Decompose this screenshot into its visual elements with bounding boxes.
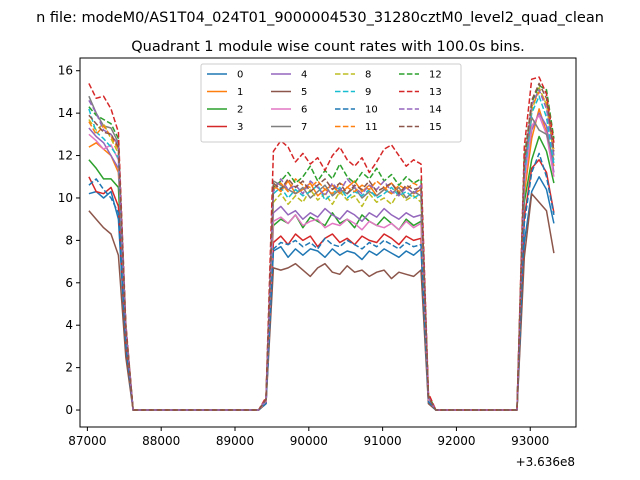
legend-box bbox=[200, 63, 462, 143]
legend-label-9: 9 bbox=[365, 87, 371, 98]
legend-label-13: 13 bbox=[429, 87, 442, 98]
plot-frame bbox=[79, 57, 577, 428]
x-tick-label: 93000 bbox=[511, 434, 549, 448]
y-tick-label: 6 bbox=[65, 276, 73, 290]
y-tick-label: 4 bbox=[65, 318, 73, 332]
x-tick-label: 87000 bbox=[68, 434, 106, 448]
legend-label-0: 0 bbox=[237, 70, 243, 81]
chart-title: Quadrant 1 module wise count rates with … bbox=[131, 39, 525, 55]
y-tick-label: 12 bbox=[58, 149, 73, 163]
legend-label-15: 15 bbox=[429, 122, 442, 133]
legend-label-6: 6 bbox=[301, 105, 307, 116]
y-tick-label: 14 bbox=[58, 106, 73, 120]
figure-suptitle: n file: modeM0/AS1T04_024T01_9000004530_… bbox=[36, 10, 604, 26]
x-axis-ticks: 87000 88000 89000 90000 91000 92000 93000 bbox=[68, 427, 549, 448]
series-lines bbox=[88, 76, 555, 411]
legend-label-14: 14 bbox=[429, 105, 442, 116]
y-tick-label: 10 bbox=[58, 191, 73, 205]
x-tick-label: 92000 bbox=[437, 434, 475, 448]
y-tick-label: 0 bbox=[65, 403, 73, 417]
legend-label-10: 10 bbox=[365, 105, 378, 116]
legend-label-12: 12 bbox=[429, 70, 442, 81]
y-tick-label: 2 bbox=[65, 361, 73, 375]
legend-label-7: 7 bbox=[301, 122, 307, 133]
x-tick-label: 89000 bbox=[216, 434, 254, 448]
x-tick-label: 91000 bbox=[364, 434, 402, 448]
x-tick-label: 90000 bbox=[290, 434, 328, 448]
y-axis-ticks: 0 2 4 6 8 10 12 14 16 bbox=[58, 64, 80, 417]
y-tick-label: 8 bbox=[65, 233, 73, 247]
x-tick-label: 88000 bbox=[142, 434, 180, 448]
x-offset-label: +3.636e8 bbox=[516, 455, 575, 469]
y-tick-label: 16 bbox=[58, 64, 73, 78]
legend-label-5: 5 bbox=[301, 87, 307, 98]
legend-label-8: 8 bbox=[365, 70, 371, 81]
series-line-15 bbox=[88, 82, 555, 411]
legend-label-11: 11 bbox=[365, 122, 378, 133]
legend-label-4: 4 bbox=[301, 70, 307, 81]
legend-label-2: 2 bbox=[237, 105, 243, 116]
legend-label-1: 1 bbox=[237, 87, 243, 98]
legend-label-3: 3 bbox=[237, 122, 243, 133]
